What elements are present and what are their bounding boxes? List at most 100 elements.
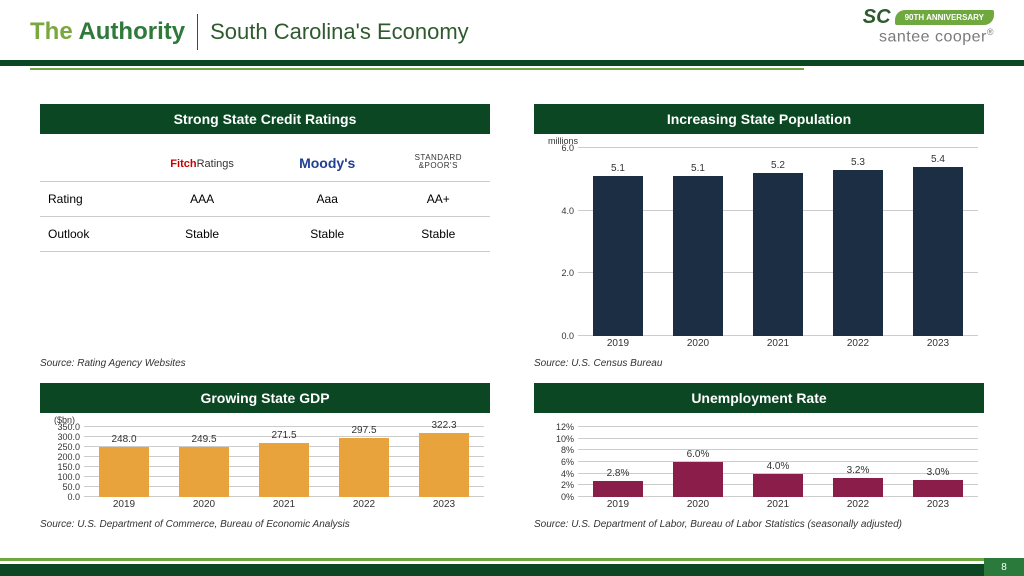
bar-value-label: 5.3 (851, 157, 865, 168)
chart-bar (673, 176, 723, 336)
panel-gdp-title: Growing State GDP (40, 383, 490, 413)
cell: AA+ (387, 182, 490, 217)
bar-value-label: 248.0 (111, 434, 136, 445)
xtick-label: 2021 (244, 499, 324, 515)
ytick-label: 0.0 (67, 492, 80, 502)
title-prefix: The (30, 18, 73, 45)
ytick-label: 2% (561, 480, 574, 490)
gdp-chart: ($bn)0.050.0100.0150.0200.0250.0300.0350… (40, 413, 490, 515)
row-label: Outlook (40, 217, 136, 252)
xtick-label: 2021 (738, 499, 818, 515)
ytick-label: 10% (556, 434, 574, 444)
page-number: 8 (984, 558, 1024, 576)
panel-unemployment-title: Unemployment Rate (534, 383, 984, 413)
bar-value-label: 6.0% (687, 449, 710, 460)
table-row: Outlook Stable Stable Stable (40, 217, 490, 252)
bar-value-label: 5.1 (611, 163, 625, 174)
bar-value-label: 3.0% (927, 467, 950, 478)
bar-value-label: 5.2 (771, 160, 785, 171)
logo-brand-label: santee cooper (879, 28, 987, 45)
xtick-label: 2023 (898, 499, 978, 515)
ytick-label: 6% (561, 457, 574, 467)
logo-ribbon: 90TH ANNIVERSARY (895, 10, 994, 25)
ytick-label: 100.0 (57, 472, 80, 482)
unemployment-source: Source: U.S. Department of Labor, Bureau… (534, 519, 984, 530)
slide-footer: 8 (0, 558, 1024, 576)
title-main: Authority (73, 18, 185, 45)
ytick-label: 50.0 (62, 482, 80, 492)
panel-ratings-title: Strong State Credit Ratings (40, 104, 490, 134)
brand-logo: SC 90TH ANNIVERSARY santee cooper® (863, 6, 994, 46)
ratings-table: FitchRatings Moody's Standard&Poor's Rat… (40, 144, 490, 252)
xtick-label: 2019 (578, 499, 658, 515)
ytick-label: 200.0 (57, 452, 80, 462)
xtick-label: 2020 (658, 499, 738, 515)
slide: The Authority South Carolina's Economy S… (0, 0, 1024, 576)
header-rule (0, 60, 1024, 72)
slide-subtitle: South Carolina's Economy (210, 19, 469, 45)
agency-moodys: Moody's (268, 144, 387, 182)
unemployment-chart: 0%2%4%6%8%10%12%2.8%6.0%4.0%3.2%3.0%2019… (534, 413, 984, 515)
chart-bar (99, 447, 149, 497)
xtick-label: 2019 (578, 338, 658, 354)
ytick-label: 2.0 (561, 268, 574, 278)
title-authority: The Authority (30, 18, 185, 46)
row-label: Rating (40, 182, 136, 217)
chart-bar (259, 443, 309, 497)
chart-bar (179, 447, 229, 497)
panel-gdp: Growing State GDP ($bn)0.050.0100.0150.0… (40, 383, 490, 530)
panel-ratings-body: FitchRatings Moody's Standard&Poor's Rat… (40, 134, 490, 354)
bar-value-label: 297.5 (351, 425, 376, 436)
panel-ratings: Strong State Credit Ratings FitchRatings… (40, 104, 490, 369)
bar-value-label: 4.0% (767, 461, 790, 472)
bar-value-label: 5.1 (691, 163, 705, 174)
bar-value-label: 322.3 (431, 420, 456, 431)
ytick-label: 350.0 (57, 422, 80, 432)
gdp-source: Source: U.S. Department of Commerce, Bur… (40, 519, 490, 530)
chart-bar (419, 433, 469, 497)
cell: AAA (136, 182, 268, 217)
logo-brand-text: santee cooper® (863, 27, 994, 46)
ytick-label: 250.0 (57, 442, 80, 452)
logo-mark-row: SC 90TH ANNIVERSARY (863, 6, 994, 29)
cell: Stable (136, 217, 268, 252)
xtick-label: 2021 (738, 338, 818, 354)
bar-value-label: 271.5 (271, 430, 296, 441)
bar-value-label: 5.4 (931, 154, 945, 165)
xtick-label: 2020 (658, 338, 738, 354)
agency-fitch: FitchRatings (136, 144, 268, 182)
population-chart: millions0.02.04.06.05.15.15.25.35.420192… (534, 134, 984, 354)
ytick-label: 0% (561, 492, 574, 502)
logo-sc-icon: SC (863, 6, 891, 29)
ytick-label: 4.0 (561, 206, 574, 216)
title-divider (197, 14, 198, 50)
cell: Aaa (268, 182, 387, 217)
chart-bar (833, 170, 883, 336)
xtick-label: 2022 (818, 499, 898, 515)
xtick-label: 2023 (404, 499, 484, 515)
ytick-label: 300.0 (57, 432, 80, 442)
chart-bar (593, 176, 643, 336)
chart-bar (673, 462, 723, 497)
bar-value-label: 2.8% (607, 468, 630, 479)
slide-header: The Authority South Carolina's Economy (30, 14, 994, 50)
panel-population: Increasing State Population millions0.02… (534, 104, 984, 369)
panel-grid: Strong State Credit Ratings FitchRatings… (40, 104, 984, 530)
xtick-label: 2023 (898, 338, 978, 354)
cell: Stable (268, 217, 387, 252)
ytick-label: 150.0 (57, 462, 80, 472)
chart-bar (913, 167, 963, 336)
xtick-label: 2019 (84, 499, 164, 515)
ytick-label: 12% (556, 422, 574, 432)
xtick-label: 2022 (818, 338, 898, 354)
ratings-agency-row: FitchRatings Moody's Standard&Poor's (40, 144, 490, 182)
chart-bar (833, 478, 883, 497)
xtick-label: 2022 (324, 499, 404, 515)
panel-unemployment: Unemployment Rate 0%2%4%6%8%10%12%2.8%6.… (534, 383, 984, 530)
ratings-source: Source: Rating Agency Websites (40, 358, 490, 369)
ytick-label: 8% (561, 445, 574, 455)
xtick-label: 2020 (164, 499, 244, 515)
chart-bar (593, 481, 643, 497)
cell: Stable (387, 217, 490, 252)
population-source: Source: U.S. Census Bureau (534, 358, 984, 369)
